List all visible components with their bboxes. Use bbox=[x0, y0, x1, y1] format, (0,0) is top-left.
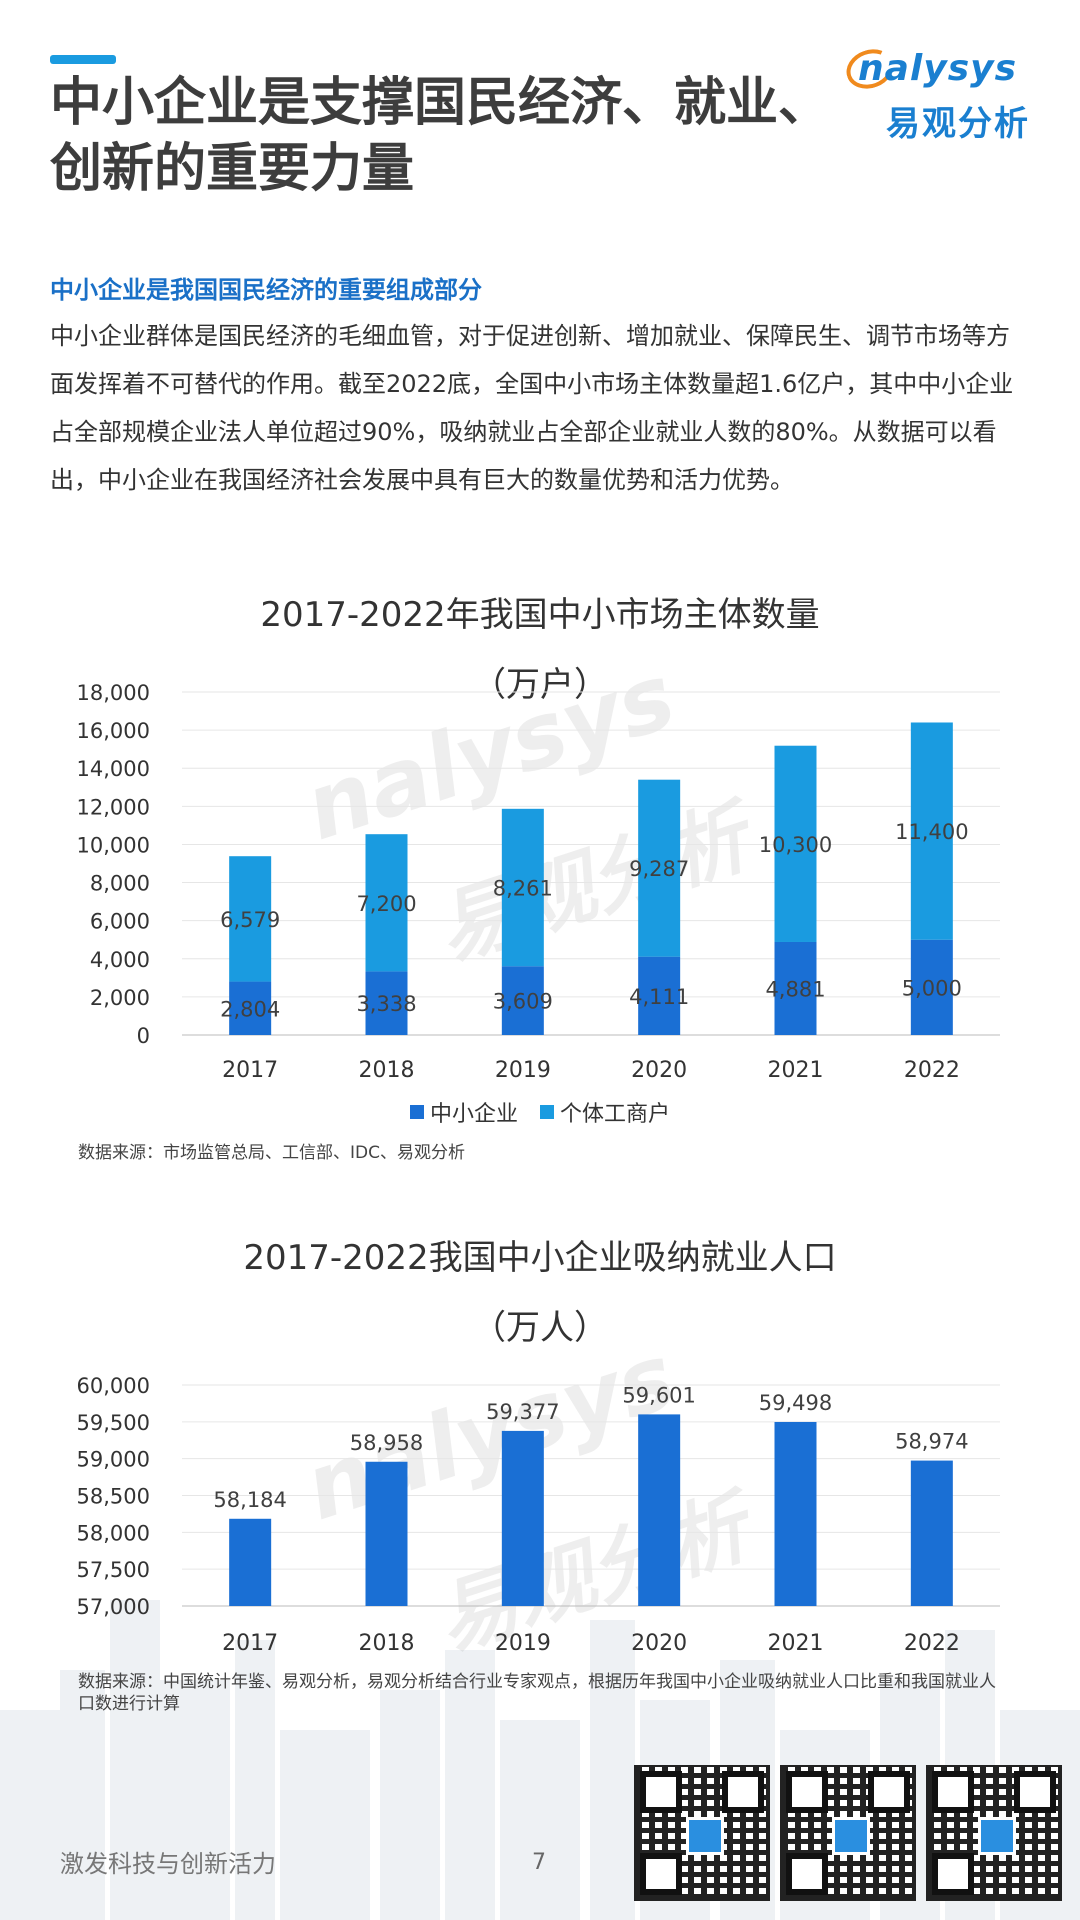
data-label: 58,184 bbox=[213, 1488, 286, 1512]
page-title: 中小企业是支撑国民经济、就业、创新的重要力量 bbox=[50, 73, 831, 199]
y-tick-label: 59,000 bbox=[77, 1448, 150, 1472]
bar-segment bbox=[365, 834, 408, 972]
y-tick-label: 57,500 bbox=[77, 1558, 150, 1582]
y-tick-label: 6,000 bbox=[90, 910, 150, 934]
chart1-title-main: 2017-2022年我国中小市场主体数量 bbox=[260, 595, 820, 635]
bar bbox=[638, 1414, 681, 1606]
bar-segment bbox=[365, 971, 408, 1035]
y-tick-label: 58,500 bbox=[77, 1485, 150, 1509]
y-tick-label: 14,000 bbox=[77, 757, 150, 781]
data-label: 59,498 bbox=[759, 1391, 832, 1415]
chart2-svg: 57,000 57,500 58,000 58,500 59,000 59,500 60,0… bbox=[77, 1374, 1000, 1656]
chart1-title: 2017-2022年我国中小市场主体数量 （万户） bbox=[0, 580, 1080, 720]
x-tick-label: 2017 bbox=[222, 1631, 278, 1656]
legend-item-smes: 中小企业 bbox=[409, 1096, 518, 1128]
data-label: 7,200 bbox=[356, 892, 416, 916]
y-tick-label: 58,000 bbox=[77, 1521, 150, 1545]
y-tick-label: 57,000 bbox=[77, 1595, 150, 1619]
bar-segment bbox=[910, 722, 953, 940]
x-tick-label: 2020 bbox=[631, 1058, 687, 1083]
logo-english: nalysys bbox=[858, 48, 1018, 89]
bar bbox=[774, 1421, 817, 1606]
data-label: 59,377 bbox=[486, 1400, 559, 1424]
data-label: 2,804 bbox=[220, 997, 280, 1021]
legend-label-individual: 个体工商户 bbox=[560, 1102, 671, 1127]
bar bbox=[229, 1518, 272, 1606]
x-tick-label: 2019 bbox=[495, 1058, 551, 1083]
brand-logo: nalysys 易观分析 bbox=[840, 42, 1036, 148]
chart1-title-unit: （万户） bbox=[472, 665, 608, 705]
qr-code-icon[interactable] bbox=[780, 1765, 916, 1901]
bar-segment bbox=[638, 956, 681, 1035]
page-number: 7 bbox=[532, 1850, 546, 1875]
y-tick-label: 12,000 bbox=[77, 795, 150, 819]
x-tick-label: 2021 bbox=[768, 1631, 824, 1656]
chart1-source: 数据来源：市场监管总局、工信部、IDC、易观分析 bbox=[78, 1143, 465, 1163]
bar-segment bbox=[638, 779, 681, 957]
data-label: 3,609 bbox=[493, 990, 553, 1014]
legend-swatch-individual bbox=[540, 1105, 554, 1119]
footer-slogan: 激发科技与创新活力 bbox=[60, 1850, 276, 1878]
bar-segment bbox=[774, 745, 817, 942]
data-label: 58,958 bbox=[350, 1431, 423, 1455]
y-tick-label: 8,000 bbox=[90, 872, 150, 896]
x-tick-label: 2021 bbox=[768, 1058, 824, 1083]
data-label: 59,601 bbox=[622, 1383, 695, 1407]
qr-code-icon[interactable] bbox=[634, 1765, 770, 1901]
x-tick-label: 2019 bbox=[495, 1631, 551, 1656]
logo-chinese: 易观分析 bbox=[886, 104, 1030, 144]
bar-segment bbox=[501, 808, 544, 967]
chart1-svg: 0 2,000 4,000 6,000 8,000 10,000 12,000 14,000 1… bbox=[77, 681, 1000, 1083]
data-label: 9,287 bbox=[629, 857, 689, 881]
data-label: 8,261 bbox=[493, 877, 553, 901]
bar bbox=[910, 1460, 953, 1606]
qr-code-icon[interactable] bbox=[926, 1765, 1062, 1901]
x-tick-label: 2018 bbox=[359, 1058, 415, 1083]
y-tick-label: 16,000 bbox=[77, 719, 150, 743]
data-label: 3,338 bbox=[356, 992, 416, 1016]
y-tick-label: 0 bbox=[137, 1024, 150, 1048]
y-tick-label: 10,000 bbox=[77, 833, 150, 857]
data-label: 10,300 bbox=[759, 833, 832, 857]
x-tick-label: 2017 bbox=[222, 1058, 278, 1083]
data-label: 4,881 bbox=[765, 977, 825, 1001]
bar-segment bbox=[501, 966, 544, 1035]
section-subhead: 中小企业是我国国民经济的重要组成部分 bbox=[50, 276, 482, 304]
data-label: 5,000 bbox=[902, 976, 962, 1000]
legend-item-individual: 个体工商户 bbox=[540, 1096, 670, 1128]
data-label: 4,111 bbox=[629, 985, 689, 1009]
x-tick-label: 2018 bbox=[359, 1631, 415, 1656]
y-tick-label: 4,000 bbox=[90, 948, 150, 972]
x-tick-label: 2022 bbox=[904, 1631, 960, 1656]
bar-segment bbox=[910, 939, 953, 1035]
bar-segment bbox=[774, 941, 817, 1035]
y-tick-label: 18,000 bbox=[77, 681, 150, 705]
bar-segment bbox=[229, 856, 272, 982]
x-tick-label: 2022 bbox=[904, 1058, 960, 1083]
y-tick-label: 59,500 bbox=[77, 1411, 150, 1435]
data-label: 58,974 bbox=[895, 1430, 968, 1454]
intro-paragraph: 中小企业群体是国民经济的毛细血管，对于促进创新、增加就业、保障民生、调节市场等方… bbox=[50, 322, 1014, 494]
chart2-title: 2017-2022我国中小企业吸纳就业人口 （万人） bbox=[0, 1223, 1080, 1363]
title-accent-bar bbox=[50, 55, 116, 64]
legend-swatch-smes bbox=[409, 1105, 424, 1119]
chart2-source: 数据来源：中国统计年鉴、易观分析，易观分析结合行业专家观点，根据历年我国中小企业… bbox=[78, 1672, 996, 1714]
chart2-title-main: 2017-2022我国中小企业吸纳就业人口 bbox=[243, 1238, 837, 1278]
y-tick-label: 60,000 bbox=[77, 1374, 150, 1398]
y-tick-label: 2,000 bbox=[90, 986, 150, 1010]
chart1-legend: 中小企业 个体工商户 bbox=[0, 1096, 1080, 1128]
data-label: 6,579 bbox=[220, 908, 280, 932]
bar bbox=[365, 1461, 408, 1606]
chart2-title-unit: （万人） bbox=[472, 1308, 608, 1348]
x-tick-label: 2020 bbox=[631, 1631, 687, 1656]
legend-label-smes: 中小企业 bbox=[429, 1102, 518, 1127]
bar-segment bbox=[229, 981, 272, 1035]
bar bbox=[501, 1430, 544, 1606]
data-label: 11,400 bbox=[895, 820, 968, 844]
